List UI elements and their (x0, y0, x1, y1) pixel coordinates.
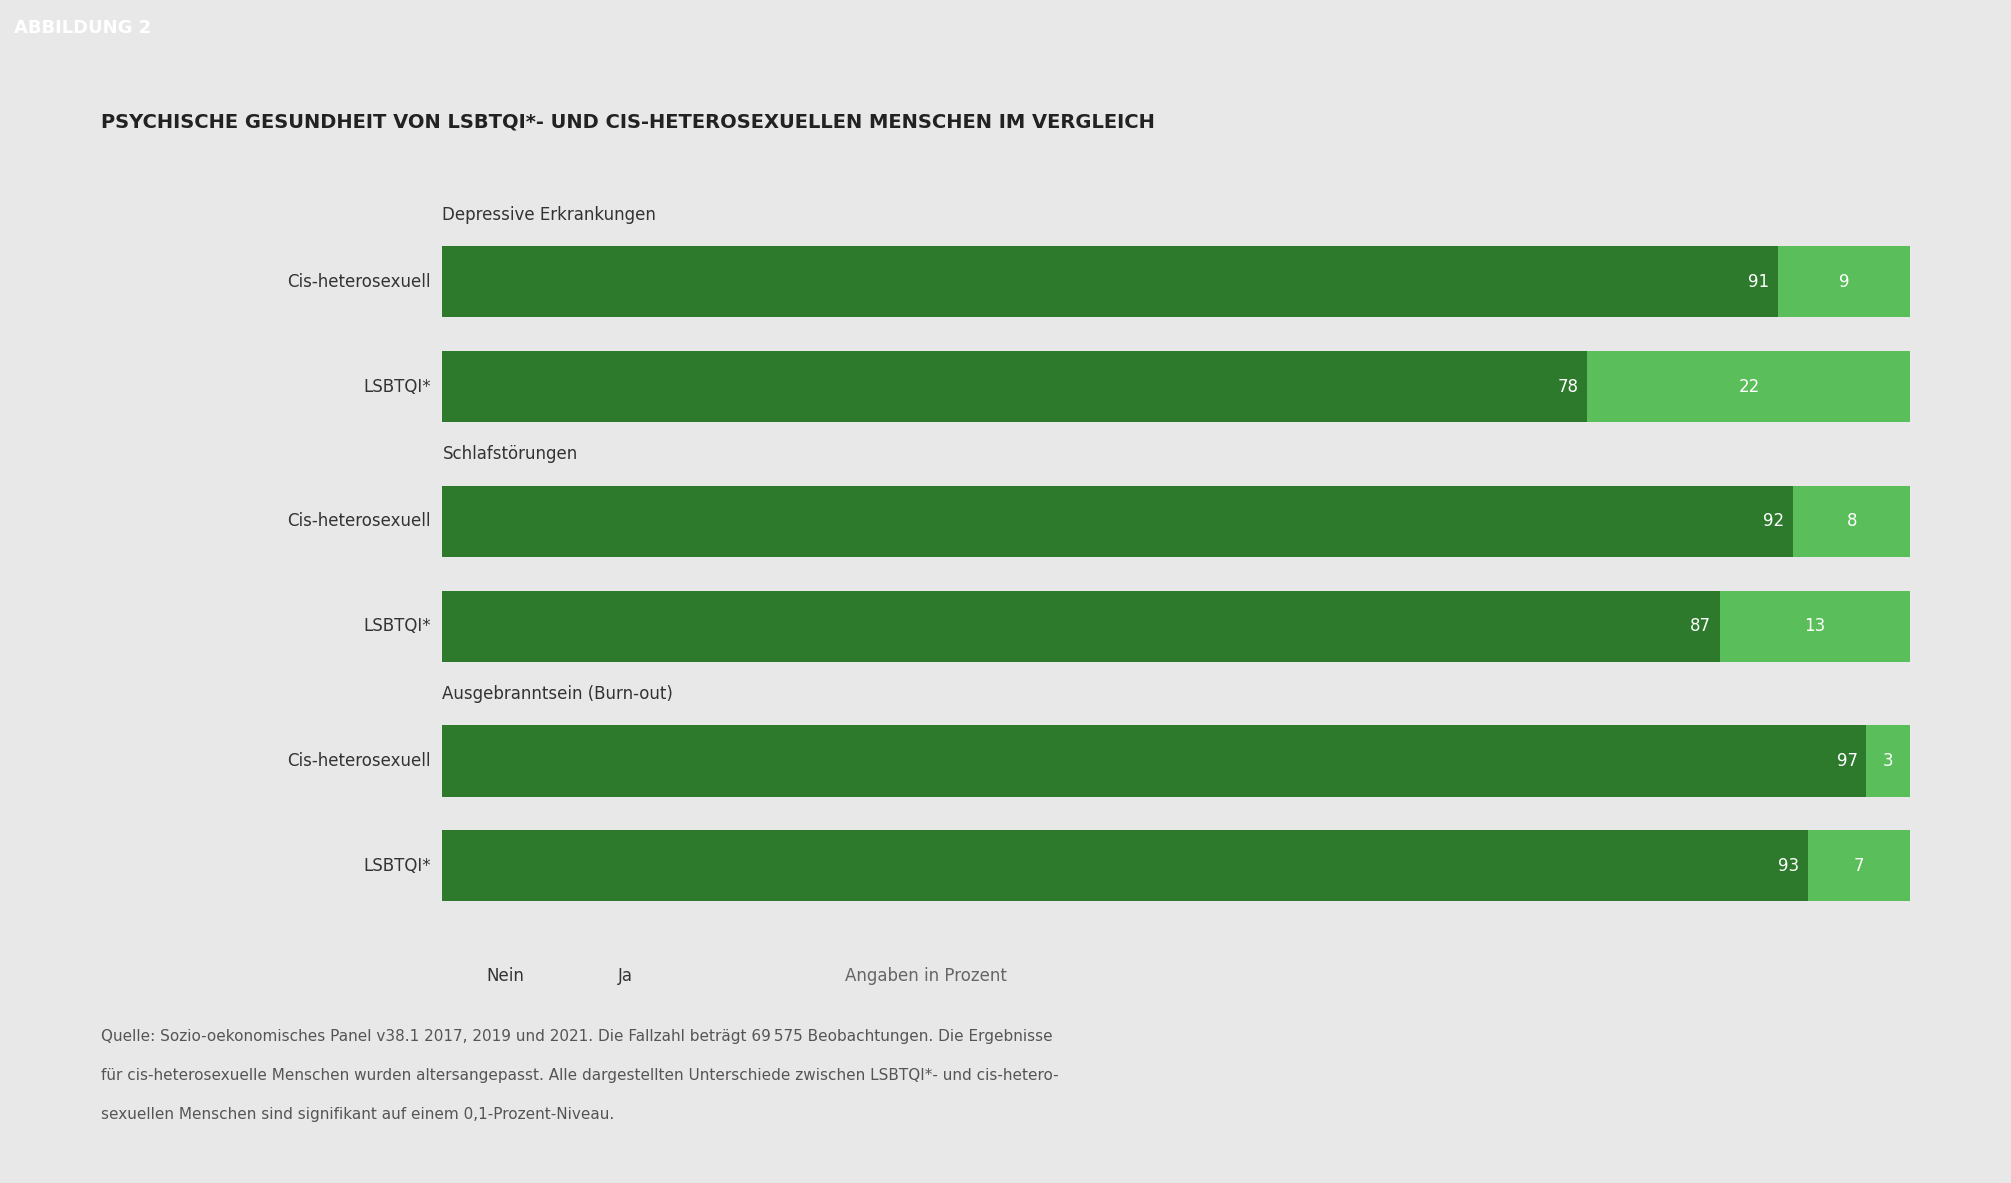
Bar (442, 830, 1808, 901)
Bar (1794, 486, 1910, 557)
Bar (1778, 246, 1910, 317)
Text: 97: 97 (1836, 752, 1858, 770)
Text: 22: 22 (1738, 377, 1760, 395)
Text: 3: 3 (1882, 752, 1894, 770)
Text: sexuellen Menschen sind signifikant auf einem 0,1-Prozent-Niveau.: sexuellen Menschen sind signifikant auf … (101, 1107, 613, 1123)
Text: Cis-heterosexuell: Cis-heterosexuell (288, 273, 430, 291)
Bar (1808, 830, 1910, 901)
Text: 9: 9 (1840, 273, 1850, 291)
Text: Angaben in Prozent: Angaben in Prozent (845, 967, 1006, 985)
Text: 7: 7 (1854, 856, 1864, 875)
Bar (442, 590, 1719, 661)
Text: 13: 13 (1804, 618, 1826, 635)
Text: 93: 93 (1778, 856, 1800, 875)
Text: Depressive Erkrankungen: Depressive Erkrankungen (442, 206, 656, 224)
Text: 87: 87 (1689, 618, 1711, 635)
Text: PSYCHISCHE GESUNDHEIT VON LSBTQI*- UND CIS-HETEROSEXUELLEN MENSCHEN IM VERGLEICH: PSYCHISCHE GESUNDHEIT VON LSBTQI*- UND C… (101, 112, 1154, 131)
Bar (442, 725, 1866, 796)
Bar (1587, 351, 1910, 422)
Bar (1719, 590, 1910, 661)
Text: LSBTQI*: LSBTQI* (364, 377, 430, 395)
Bar (442, 246, 1778, 317)
Text: Ja: Ja (617, 967, 631, 985)
Text: für cis-heterosexuelle Menschen wurden altersangepasst. Alle dargestellten Unter: für cis-heterosexuelle Menschen wurden a… (101, 1068, 1058, 1084)
Bar (442, 351, 1587, 422)
Text: LSBTQI*: LSBTQI* (364, 856, 430, 875)
Text: Quelle: Sozio-oekonomisches Panel v38.1 2017, 2019 und 2021. Die Fallzahl beträg: Quelle: Sozio-oekonomisches Panel v38.1 … (101, 1029, 1052, 1045)
Text: 92: 92 (1764, 512, 1784, 530)
Text: Ausgebranntsein (Burn-out): Ausgebranntsein (Burn-out) (442, 685, 674, 703)
Text: Cis-heterosexuell: Cis-heterosexuell (288, 512, 430, 530)
Text: LSBTQI*: LSBTQI* (364, 618, 430, 635)
Text: Schlafstörungen: Schlafstörungen (442, 445, 577, 464)
Text: 78: 78 (1559, 377, 1579, 395)
Bar (442, 486, 1794, 557)
Text: 8: 8 (1846, 512, 1856, 530)
Text: Cis-heterosexuell: Cis-heterosexuell (288, 752, 430, 770)
Text: Nein: Nein (487, 967, 525, 985)
Text: 91: 91 (1748, 273, 1770, 291)
Text: ABBILDUNG 2: ABBILDUNG 2 (14, 19, 151, 38)
Bar (1866, 725, 1910, 796)
